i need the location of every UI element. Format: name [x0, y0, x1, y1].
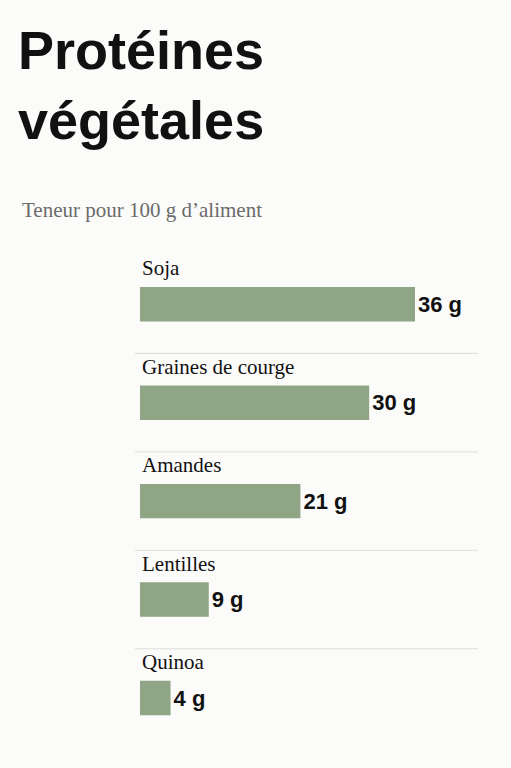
svg-text:Lentilles: Lentilles	[142, 552, 215, 576]
svg-text:21 g: 21 g	[303, 489, 347, 514]
svg-text:36 g: 36 g	[418, 292, 462, 317]
svg-text:Graines de courge: Graines de courge	[142, 355, 294, 379]
svg-text:9 g: 9 g	[212, 587, 244, 612]
svg-text:30 g: 30 g	[372, 390, 416, 415]
svg-text:Soja: Soja	[142, 256, 180, 280]
svg-text:Teneur pour 100 g d’aliment: Teneur pour 100 g d’aliment	[22, 198, 262, 222]
svg-text:4 g: 4 g	[174, 686, 206, 711]
svg-text:Amandes: Amandes	[142, 453, 221, 477]
svg-text:Protéinesvégétales: Protéinesvégétales	[18, 20, 264, 150]
svg-text:Quinoa: Quinoa	[142, 650, 205, 674]
